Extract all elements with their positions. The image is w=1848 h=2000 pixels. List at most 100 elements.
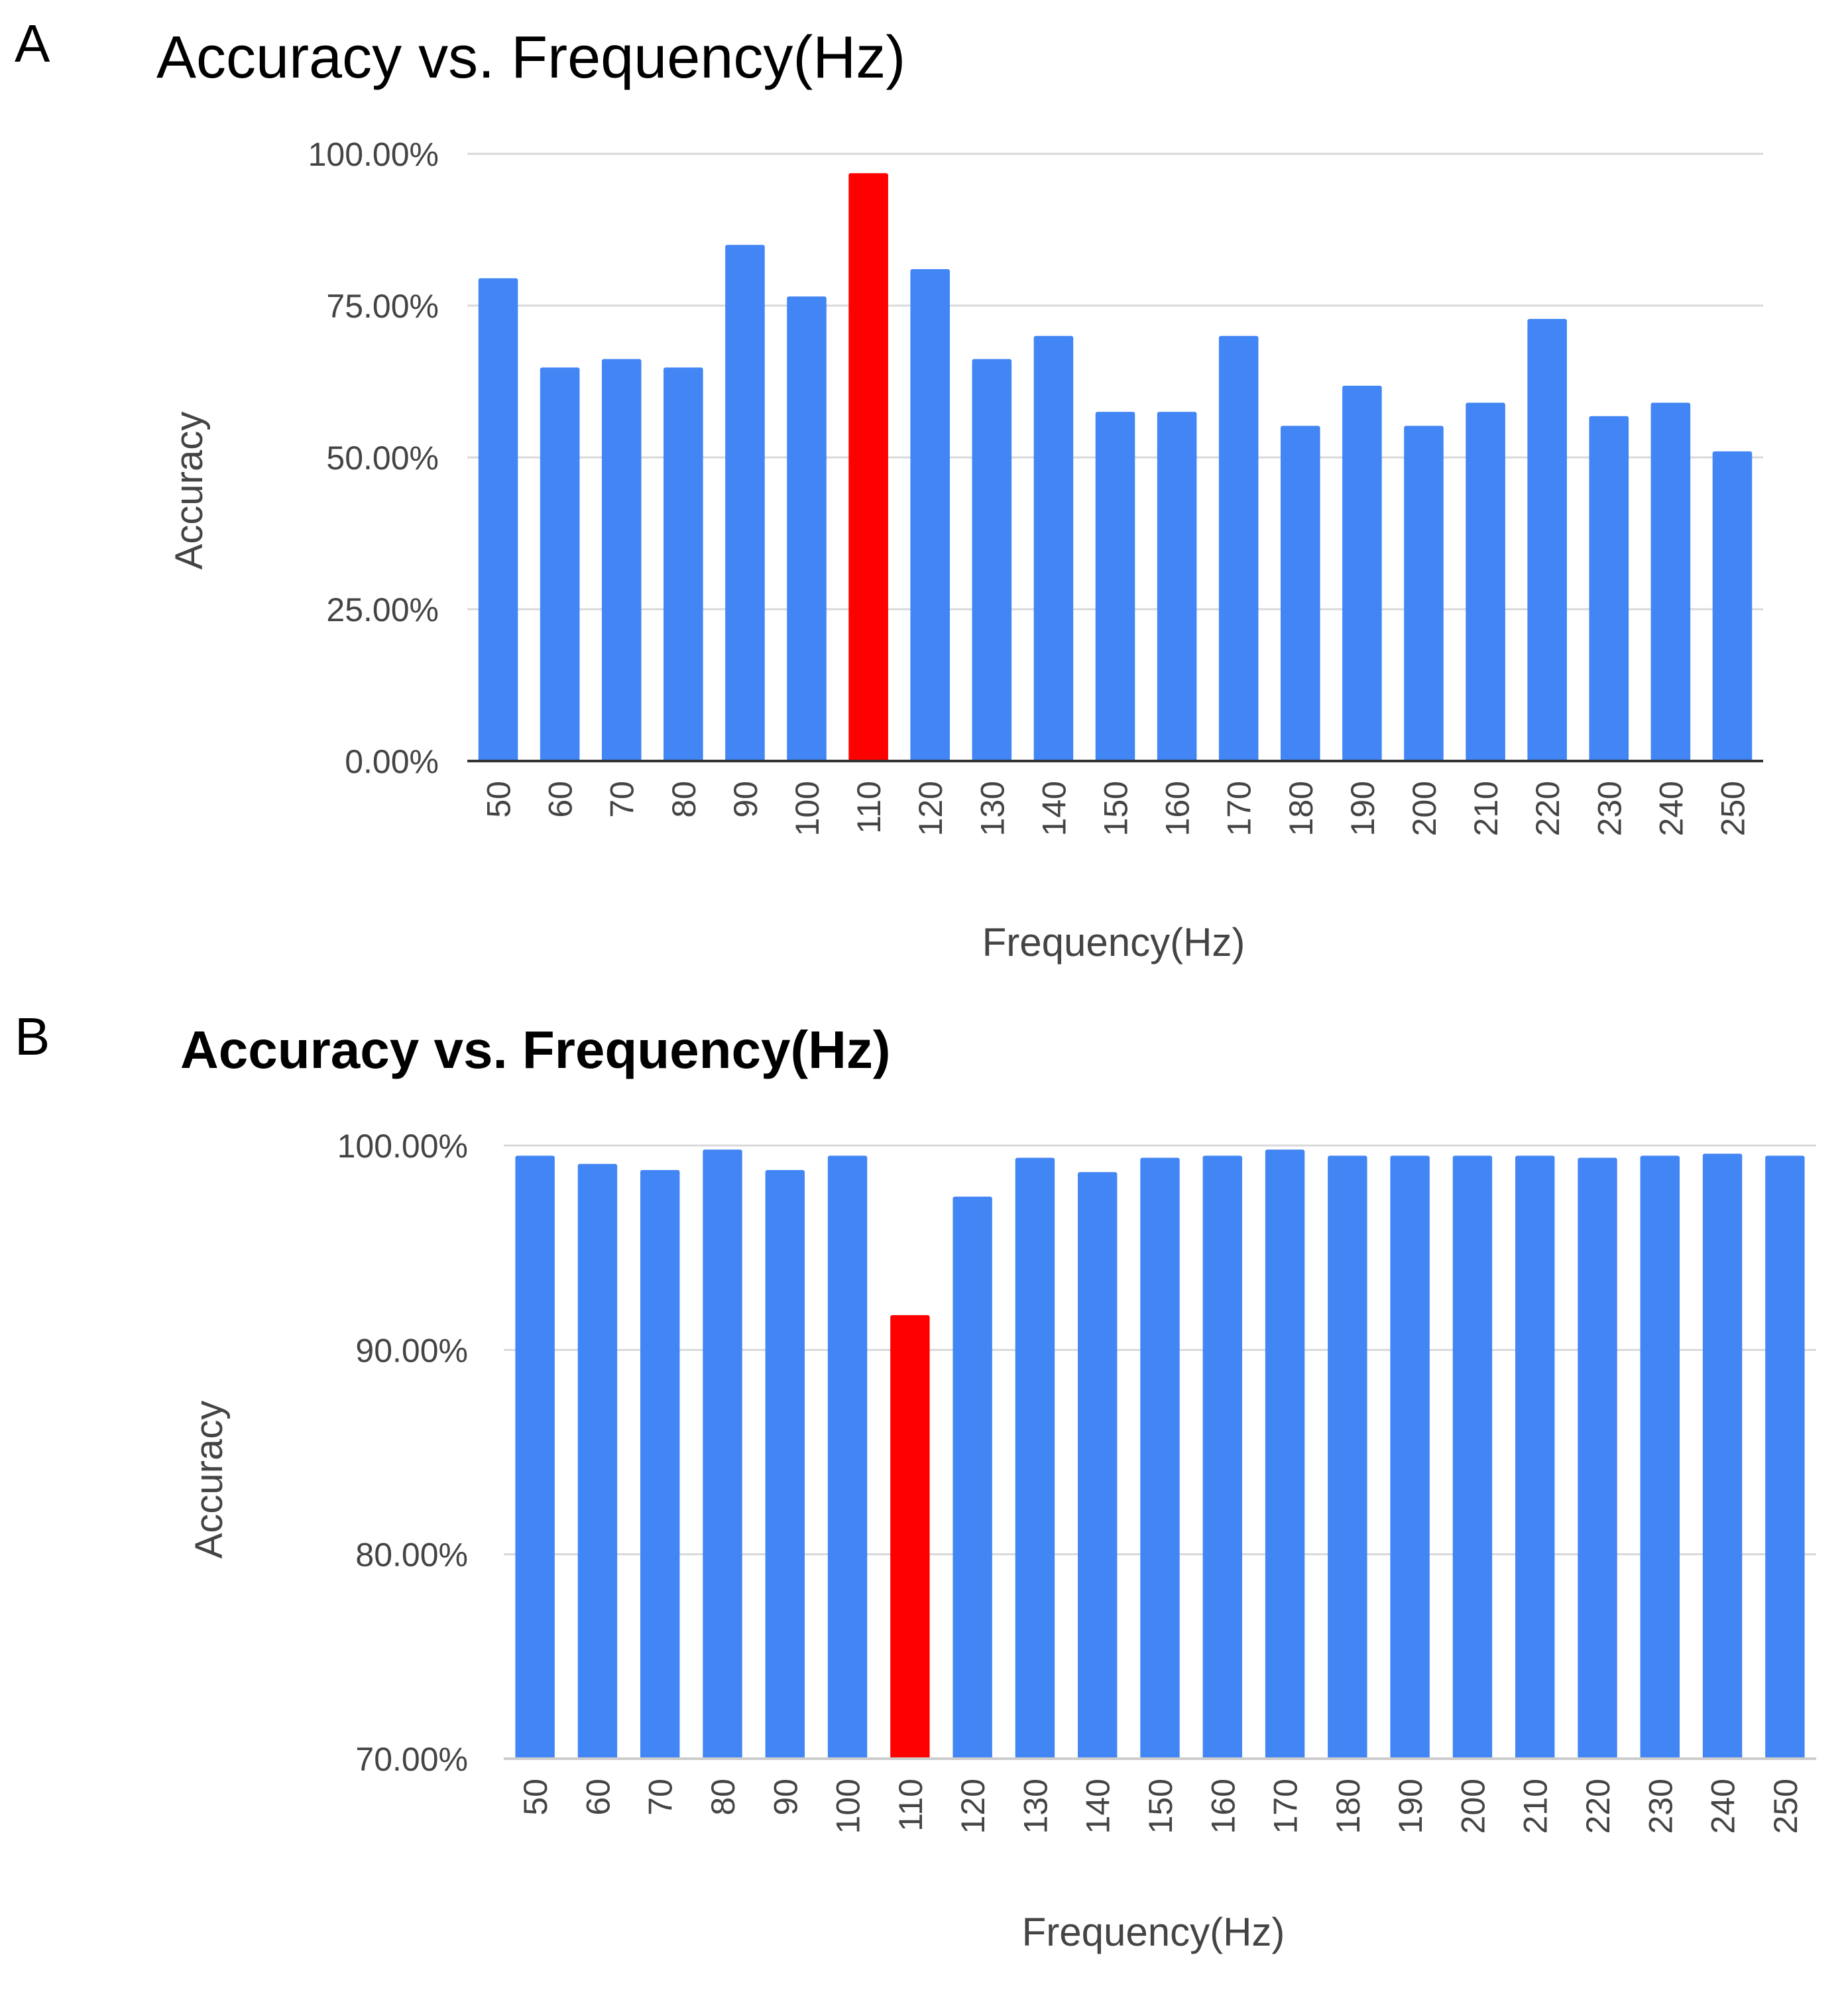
bar [703,1149,742,1759]
x-axis-title: Frequency(Hz) [982,920,1245,965]
bar [1515,1155,1555,1759]
x-tick-label: 80 [705,1779,742,1816]
x-tick-label: 190 [1344,781,1381,836]
x-tick-label: 110 [892,1779,929,1832]
y-axis-title: Accuracy [168,412,211,570]
bar [1578,1157,1617,1759]
bar [1033,335,1074,761]
bar [1015,1157,1055,1759]
y-tick-label: 70.00% [355,1741,468,1778]
x-tick-label: 50 [517,1779,554,1816]
x-tick-label: 220 [1529,781,1566,836]
bar [1765,1155,1805,1759]
x-tick-label: 240 [1705,1779,1742,1834]
y-tick-label: 0.00% [345,743,439,780]
x-tick-label: 120 [912,781,949,836]
bar [787,296,827,761]
y-axis-title: Accuracy [188,1401,231,1559]
x-tick-label: 100 [830,1779,867,1834]
x-tick-label: 60 [542,781,579,818]
bar-highlighted [848,173,888,761]
x-tick-label: 240 [1652,781,1690,836]
x-tick-label: 90 [767,1779,804,1816]
x-tick-label: 130 [1017,1779,1054,1834]
bar-chart-a: 0.00% 25.00% 50.00% 75.00% 100.00% 50 60 70 80 90… [168,136,1763,965]
x-tick-label: 170 [1267,1779,1304,1834]
x-tick-label: 200 [1454,1779,1491,1834]
bar [1640,1155,1680,1759]
y-tick-label: 100.00% [337,1128,468,1165]
bar [1390,1155,1430,1759]
bar [1140,1157,1180,1759]
bar [1466,402,1505,761]
x-tick-label: 160 [1204,1779,1242,1834]
x-tick-label: 120 [954,1779,992,1834]
bar [1589,416,1629,761]
x-tick-label: 250 [1767,1779,1804,1834]
chart-panel-b: B Accuracy vs. Frequency(Hz) 70.00% 80.00… [0,994,1848,2000]
x-tick-label: 230 [1591,781,1628,836]
x-tick-label: 140 [1080,1779,1117,1834]
x-tick-label: 80 [665,781,703,818]
bar [765,1170,805,1759]
bar [540,367,580,761]
y-tick-label: 25.00% [326,591,439,628]
x-tick-label: 70 [604,781,641,818]
x-tick-label: 180 [1283,781,1320,836]
bar [601,359,642,761]
bar [577,1163,618,1759]
x-tick-label: 140 [1035,781,1072,836]
x-tick-label: 150 [1098,781,1135,836]
x-tick-label: 60 [579,1779,616,1816]
bar [640,1170,680,1759]
bar [1328,1155,1367,1759]
y-tick-label: 80.00% [355,1537,468,1574]
bar-highlighted [890,1315,930,1759]
bar [664,367,703,761]
chart-panel-a: A Accuracy vs. Frequency(Hz) 0.00% 25.00%… [0,0,1848,994]
chart-title: Accuracy vs. Frequency(Hz) [180,1020,891,1079]
bar [1527,319,1567,762]
bar [1712,451,1753,761]
bar [953,1197,992,1759]
bar [1702,1153,1743,1759]
bar [515,1155,555,1759]
x-tick-label: 180 [1330,1779,1367,1834]
bar [1342,385,1382,761]
x-tick-label: 220 [1580,1779,1617,1834]
bar [827,1155,868,1759]
bar [725,245,765,761]
x-axis-title: Frequency(Hz) [1022,1910,1285,1954]
x-tick-label: 100 [789,781,826,836]
x-tick-label: 150 [1142,1779,1179,1834]
x-tick-label: 170 [1221,781,1258,836]
bar [1095,412,1135,761]
panel-letter: B [15,1007,50,1066]
y-tick-label: 90.00% [355,1332,468,1369]
x-tick-label: 210 [1468,781,1505,836]
x-tick-label: 210 [1517,1779,1554,1834]
chart-title: Accuracy vs. Frequency(Hz) [156,25,906,91]
x-tick-label: 200 [1406,781,1443,836]
bar [1265,1149,1305,1759]
bar-chart-b: 70.00% 80.00% 90.00% 100.00% 50 60 70 80 90 100 11… [188,1128,1816,1954]
bar [1650,402,1691,761]
bar [1280,426,1320,761]
x-tick-label: 160 [1159,781,1196,836]
y-tick-label: 75.00% [326,288,439,325]
x-tick-label: 70 [642,1779,679,1816]
x-tick-label: 250 [1714,781,1751,836]
bar [1202,1155,1242,1759]
bar [1157,412,1197,761]
x-tick-label: 190 [1392,1779,1429,1834]
x-tick-label: 50 [481,781,518,818]
bar [1078,1172,1118,1759]
panel-letter: A [15,14,50,73]
y-tick-label: 50.00% [326,440,439,477]
y-tick-label: 100.00% [308,136,439,173]
bar [910,269,951,761]
x-tick-label: 110 [850,781,888,834]
bar [478,278,518,761]
x-tick-label: 230 [1642,1779,1679,1834]
x-tick-label: 90 [727,781,764,818]
